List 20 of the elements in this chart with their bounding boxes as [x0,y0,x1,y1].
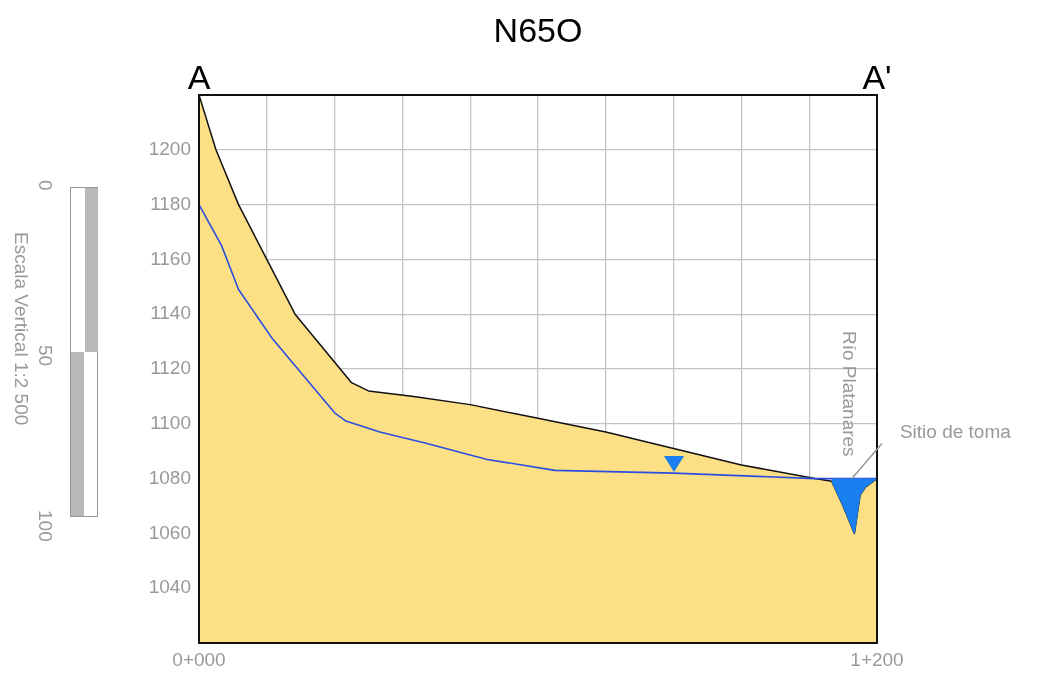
chart-title: N65O [493,11,583,49]
text: 0 [34,180,56,191]
text: 100 [34,510,56,542]
annotation: A [187,58,211,96]
annotation: Sitio de toma [899,420,1012,442]
annotation: Río Platanares [838,330,860,457]
y-tick-label: 1040 [148,576,191,598]
text: 50 [34,345,56,367]
y-tick-label: 1100 [150,412,191,434]
y-tick-label: 1060 [148,521,191,543]
annotation: A' [862,58,892,96]
y-tick-label: 1080 [148,466,191,488]
y-tick-label: 1120 [150,357,191,379]
y-tick-label: 1180 [150,192,191,214]
y-tick-label: 1160 [150,247,191,269]
text: Escala Vertical 1:2 500 [10,232,32,426]
x-tick-label: 0+000 [172,648,226,670]
y-tick-label: 1140 [150,302,191,324]
y-tick-label: 1200 [148,138,191,160]
x-tick-label: 1+200 [850,648,904,670]
